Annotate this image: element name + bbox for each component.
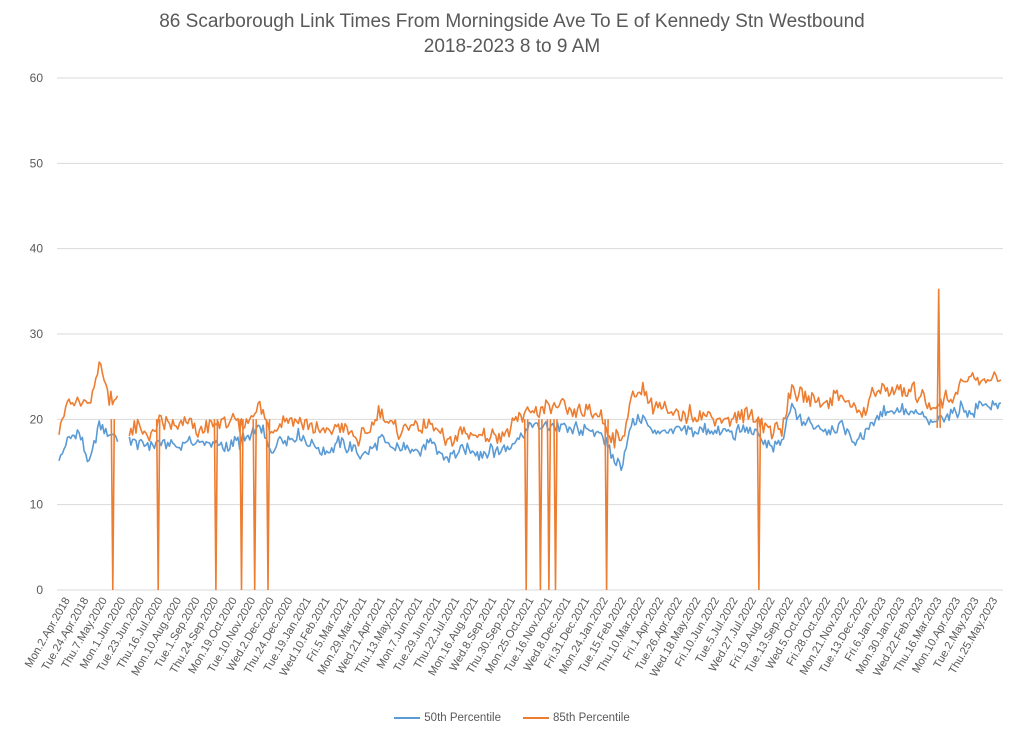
- spike-mark: [155, 419, 161, 591]
- chart-subtitle: 2018-2023 8 to 9 AM: [423, 36, 601, 57]
- y-tick-label: 40: [30, 242, 44, 256]
- legend-item-50th: 50th Percentile: [394, 712, 501, 724]
- spike-mark: [553, 419, 558, 591]
- series-line-85th-percentile: [58, 361, 1002, 449]
- legend: 50th Percentile 85th Percentile: [0, 712, 1024, 724]
- y-tick-label: 60: [30, 71, 44, 85]
- legend-label-85th: 85th Percentile: [553, 712, 630, 724]
- x-axis-ticks: Mon.2.Apr.2018Tue.24.Apr.2018Thu.7.May.2…: [23, 595, 1000, 679]
- y-tick-label: 20: [30, 412, 44, 426]
- spike-mark: [239, 419, 244, 591]
- y-tick-label: 0: [36, 583, 43, 597]
- spike-mark: [252, 419, 257, 591]
- y-tick-label: 50: [30, 156, 44, 170]
- y-tick-label: 30: [30, 327, 44, 341]
- spike-mark: [110, 419, 116, 591]
- legend-item-85th: 85th Percentile: [523, 712, 630, 724]
- spike-mark: [538, 419, 543, 591]
- legend-label-50th: 50th Percentile: [424, 712, 501, 724]
- spike-mark: [523, 419, 529, 591]
- series-line-50th-percentile: [58, 400, 1002, 472]
- spike-mark: [265, 419, 271, 591]
- spike-mark: [936, 288, 941, 428]
- y-tick-label: 10: [30, 498, 44, 512]
- gridlines: [57, 77, 1003, 591]
- series-lines: [58, 288, 1002, 591]
- y-axis-ticks: 0 10 20 30 40 50 60: [30, 71, 44, 597]
- spike-mark: [756, 419, 762, 591]
- spike-mark: [213, 419, 219, 591]
- spike-mark: [546, 419, 552, 591]
- legend-swatch-85th: [523, 717, 549, 719]
- spike-mark: [604, 419, 609, 591]
- chart-title: 86 Scarborough Link Times From Morningsi…: [159, 11, 865, 32]
- legend-swatch-50th: [394, 717, 421, 719]
